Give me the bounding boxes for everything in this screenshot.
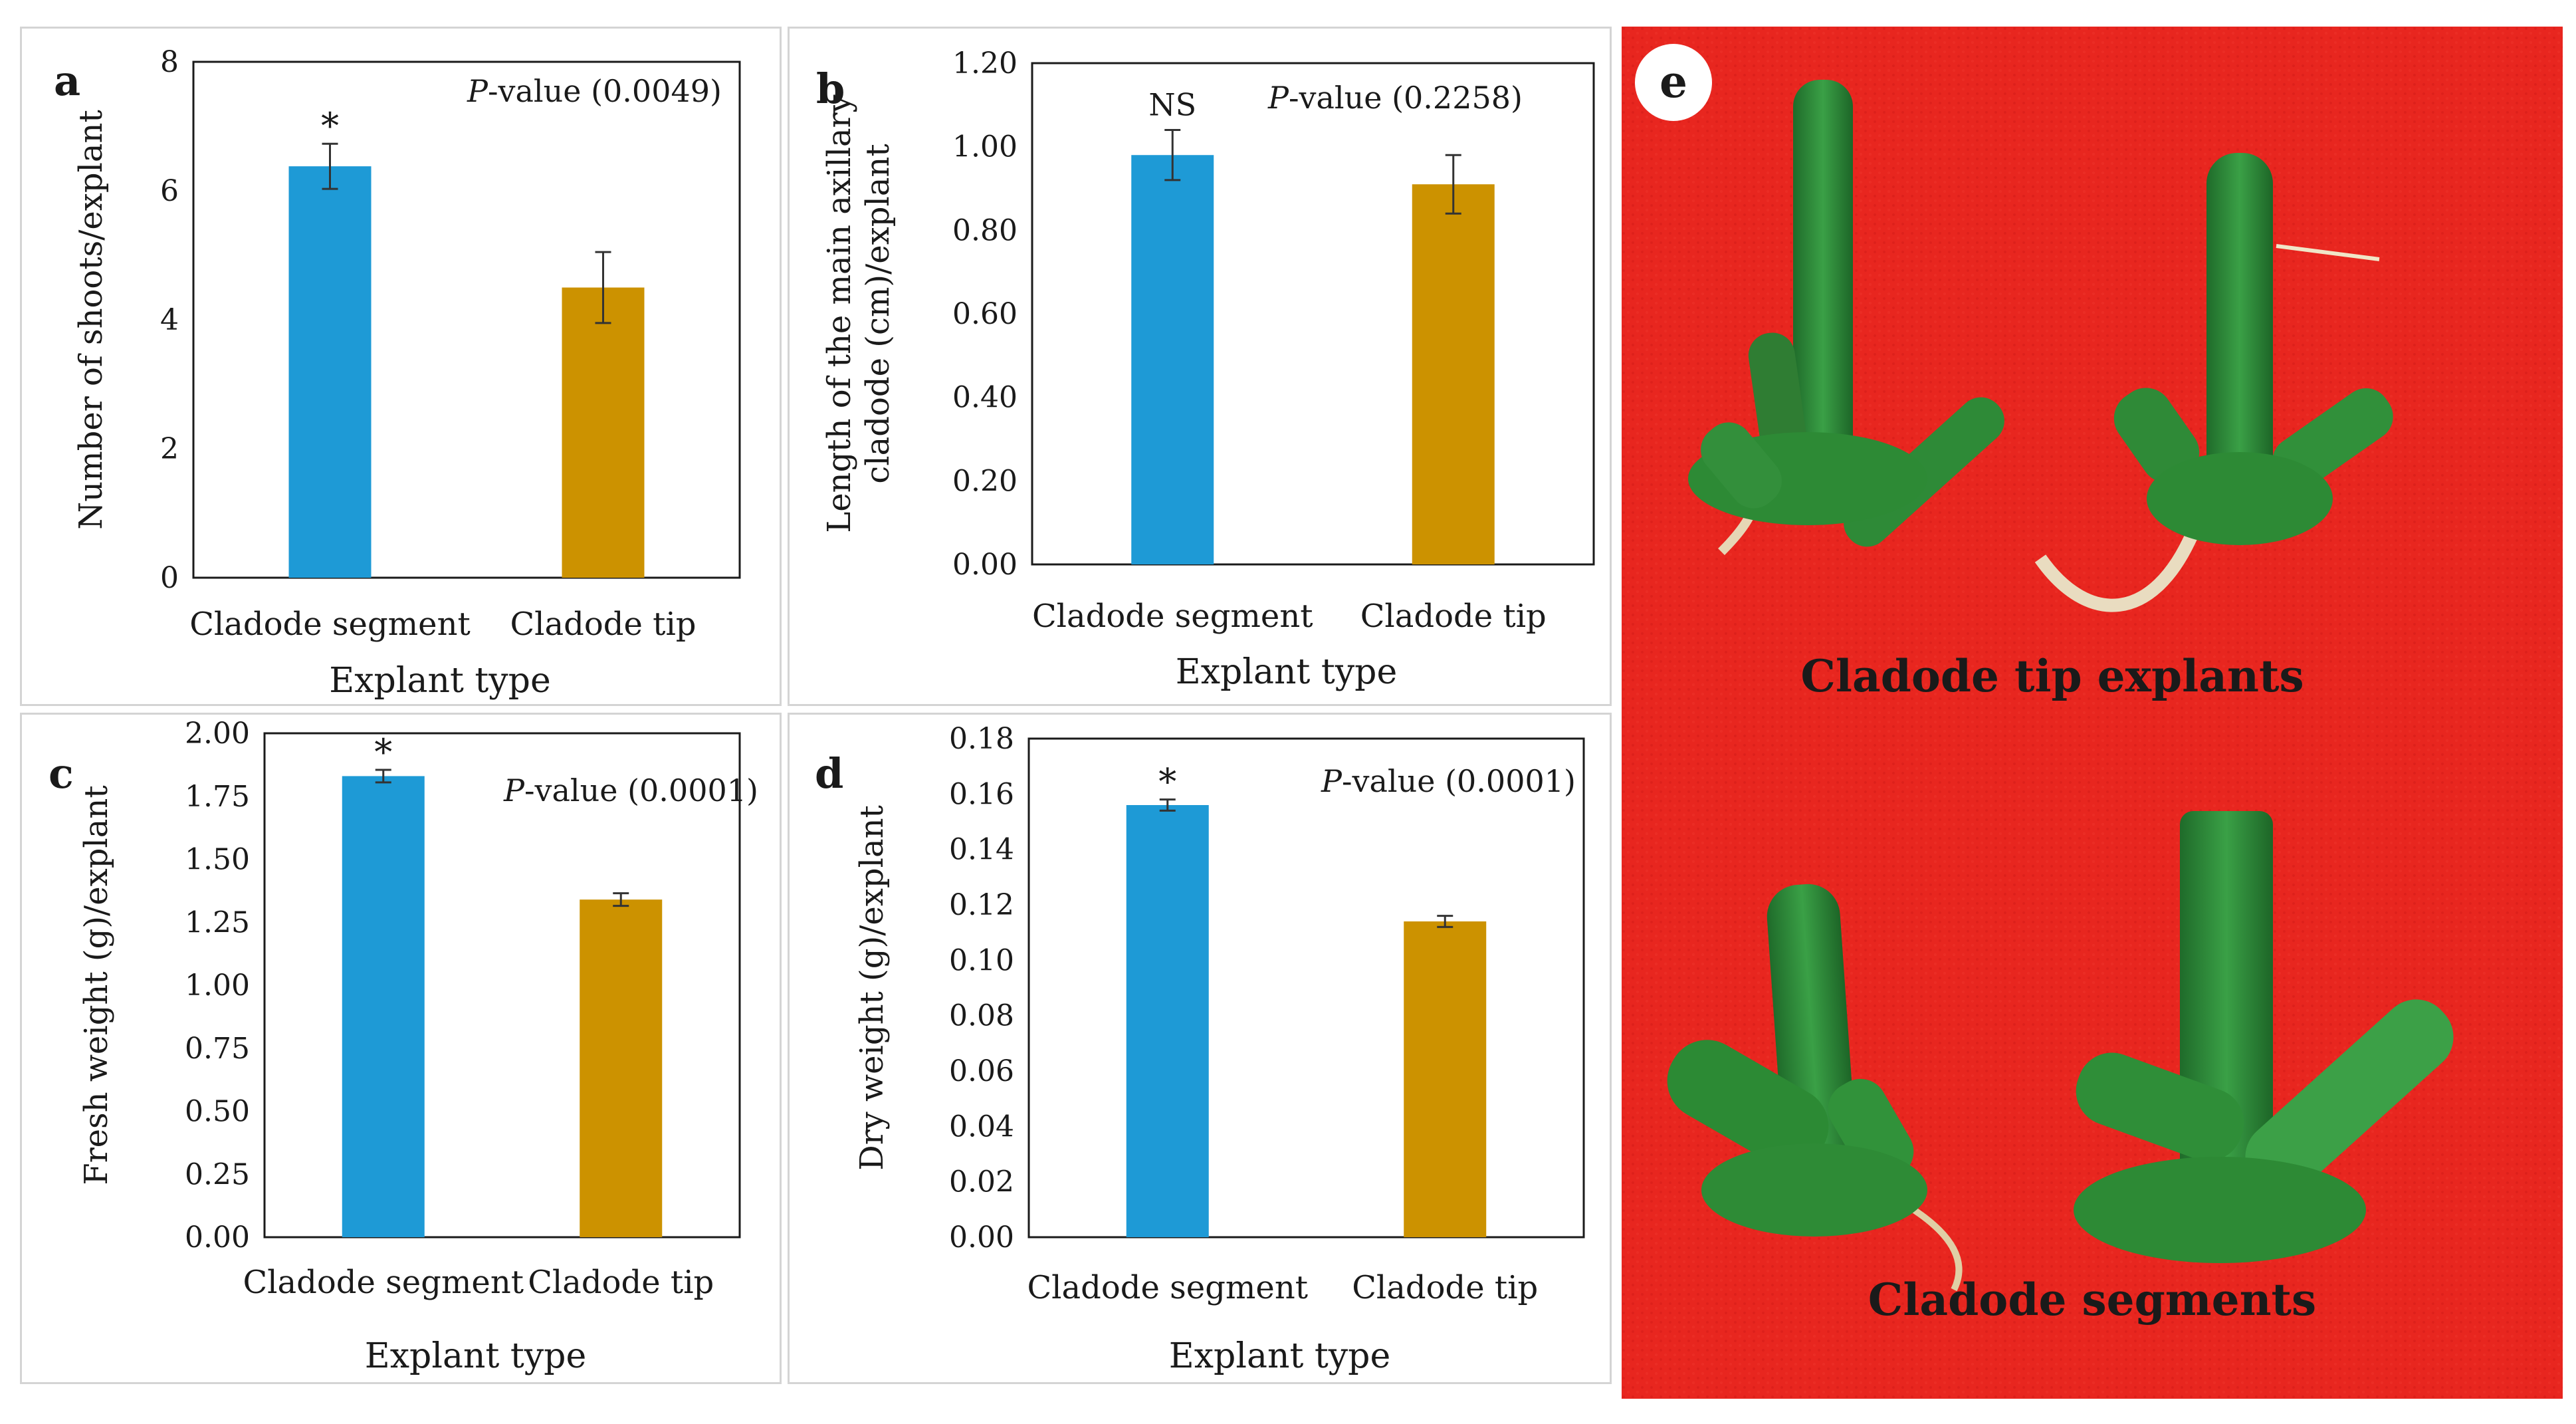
plot-frame bbox=[192, 60, 741, 579]
x-category-label: Cladode tip bbox=[528, 1264, 714, 1301]
y-tick-label: 0.60 bbox=[952, 297, 1018, 331]
p-value-italic-p: P bbox=[1267, 80, 1289, 116]
bar-cladode-tip bbox=[562, 287, 645, 578]
y-tick-label: 1.25 bbox=[185, 905, 250, 939]
bar-cladode-segment bbox=[1131, 155, 1214, 564]
panel-e-photo: e bbox=[1622, 27, 2563, 1399]
p-value-text: -value (0.0001) bbox=[524, 772, 758, 808]
y-tick-label: 0.50 bbox=[185, 1095, 250, 1129]
significance-mark: * bbox=[321, 105, 339, 147]
y-tick-label: 1.00 bbox=[185, 969, 250, 1003]
p-value-text: -value (0.2258) bbox=[1289, 80, 1523, 116]
p-value-italic-p: P bbox=[503, 772, 525, 808]
bar-cladode-tip bbox=[1404, 921, 1487, 1237]
y-tick-label: 0.12 bbox=[949, 888, 1014, 922]
y-axis-label: cladode (cm)/explant bbox=[859, 144, 897, 483]
plot-frame bbox=[1027, 737, 1585, 1239]
p-value-text: -value (0.0049) bbox=[488, 73, 722, 109]
y-tick-label: 2.00 bbox=[185, 717, 250, 751]
x-axis-label: Explant type bbox=[329, 661, 550, 701]
y-tick-label: 0.75 bbox=[185, 1032, 250, 1066]
y-tick-label: 4 bbox=[160, 303, 179, 337]
panel-c: c 0.00 0.25 0.50 0.75 1.00 1.25 1.50 1.75 2.00 Fre… bbox=[20, 713, 782, 1384]
y-tick-label: 0.00 bbox=[185, 1221, 250, 1254]
x-category-label: Cladode tip bbox=[1360, 598, 1547, 635]
y-tick-label: 0.10 bbox=[949, 943, 1014, 977]
panel-label-e: e bbox=[1635, 44, 1712, 121]
x-category-label: Cladode segment bbox=[189, 606, 471, 643]
y-tick-label: 1.50 bbox=[185, 843, 250, 877]
y-axis-label: Dry weight (g)/explant bbox=[853, 805, 891, 1171]
y-tick-label: 6 bbox=[160, 174, 179, 208]
p-value-text: -value (0.0001) bbox=[1342, 763, 1576, 799]
panel-d: d 0.00 0.02 0.04 0.06 0.08 0.10 0.12 0.14 0.16 0.1… bbox=[788, 713, 1612, 1384]
x-axis-label: Explant type bbox=[1169, 1336, 1390, 1376]
significance-mark: * bbox=[374, 731, 392, 773]
p-value-annotation: P-value (0.0001) bbox=[503, 772, 758, 808]
chart-c: c 0.00 0.25 0.50 0.75 1.00 1.25 1.50 1.75 2.00 Fre… bbox=[49, 717, 758, 1376]
y-tick-label: 0.25 bbox=[185, 1157, 250, 1191]
cactus-bottom-right bbox=[2074, 811, 2454, 1263]
x-category-label: Cladode segment bbox=[1027, 1269, 1308, 1306]
p-value-annotation: P-value (0.2258) bbox=[1267, 80, 1523, 116]
caption-cladode-tip-explants: Cladode tip explants bbox=[1800, 650, 2304, 702]
y-tick-label: 0 bbox=[160, 561, 179, 595]
x-category-label: Cladode segment bbox=[1032, 598, 1313, 635]
p-value-annotation: P-value (0.0001) bbox=[1321, 763, 1576, 799]
y-tick-label: 0.20 bbox=[952, 464, 1018, 498]
chart-d: d 0.00 0.02 0.04 0.06 0.08 0.10 0.12 0.14 0.16 0.1… bbox=[815, 722, 1585, 1376]
p-value-italic-p: P bbox=[467, 73, 488, 109]
y-tick-label: 0.06 bbox=[949, 1054, 1014, 1088]
chart-a: a 0 2 4 6 8 Number of shoots/explant * Cladode s… bbox=[54, 45, 741, 701]
cactus-top-left bbox=[1688, 80, 2004, 555]
x-category-label: Cladode segment bbox=[243, 1264, 524, 1301]
y-tick-label: 0.40 bbox=[952, 381, 1018, 415]
y-tick-label: 1.75 bbox=[185, 780, 250, 814]
y-tick-label: 1.20 bbox=[952, 47, 1018, 80]
panel-a: a 0 2 4 6 8 Number of shoots/explant * Cladode s… bbox=[20, 27, 782, 706]
y-axis-label: Fresh weight (g)/explant bbox=[78, 785, 115, 1185]
chart-b: b 0.00 0.20 0.40 0.60 0.80 1.00 1.20 Length of t… bbox=[816, 47, 1595, 692]
y-tick-label: 8 bbox=[160, 45, 179, 79]
y-tick-label: 0.08 bbox=[949, 999, 1014, 1033]
significance-mark: NS bbox=[1148, 87, 1196, 123]
y-tick-label: 2 bbox=[160, 432, 179, 466]
p-value-italic-p: P bbox=[1321, 763, 1342, 799]
bar-cladode-tip bbox=[580, 899, 663, 1237]
bar-cladode-segment bbox=[1126, 805, 1209, 1237]
y-tick-label: 0.00 bbox=[952, 548, 1018, 582]
panel-b: b 0.00 0.20 0.40 0.60 0.80 1.00 1.20 Length of t… bbox=[788, 27, 1612, 706]
cactus-bottom-left bbox=[1667, 884, 1963, 1292]
bar-cladode-segment bbox=[288, 166, 372, 578]
panel-letter-d: d bbox=[815, 749, 843, 798]
y-tick-label: 0.18 bbox=[949, 722, 1014, 756]
y-tick-label: 0.80 bbox=[952, 213, 1018, 247]
panel-letter-b: b bbox=[816, 64, 845, 113]
y-tick-label: 0.16 bbox=[949, 777, 1014, 811]
y-tick-label: 1.00 bbox=[952, 130, 1018, 164]
panel-letter-e: e bbox=[1660, 56, 1687, 108]
bar-cladode-tip bbox=[1412, 184, 1495, 564]
significance-mark: * bbox=[1158, 761, 1176, 803]
y-axis-label: Length of the main axillary bbox=[821, 94, 858, 533]
y-tick-label: 0.02 bbox=[949, 1165, 1014, 1199]
photo-canvas: e bbox=[1622, 27, 2563, 1399]
y-tick-label: 0.14 bbox=[949, 833, 1014, 867]
y-axis-label: Number of shoots/explant bbox=[72, 110, 110, 530]
panel-letter-a: a bbox=[54, 57, 80, 105]
bar-cladode-segment bbox=[342, 776, 425, 1237]
x-axis-label: Explant type bbox=[365, 1336, 586, 1376]
x-category-label: Cladode tip bbox=[1352, 1269, 1538, 1306]
plot-frame bbox=[263, 732, 741, 1239]
cactus-top-right bbox=[2034, 153, 2393, 612]
y-tick-label: 0.04 bbox=[949, 1110, 1014, 1143]
plot-frame bbox=[1031, 62, 1595, 566]
x-category-label: Cladode tip bbox=[510, 606, 696, 643]
p-value-annotation: P-value (0.0049) bbox=[467, 73, 722, 109]
caption-cladode-segments: Cladode segments bbox=[1868, 1274, 2316, 1326]
y-tick-label: 0.00 bbox=[949, 1221, 1014, 1254]
x-axis-label: Explant type bbox=[1176, 652, 1397, 692]
panel-letter-c: c bbox=[49, 749, 74, 798]
